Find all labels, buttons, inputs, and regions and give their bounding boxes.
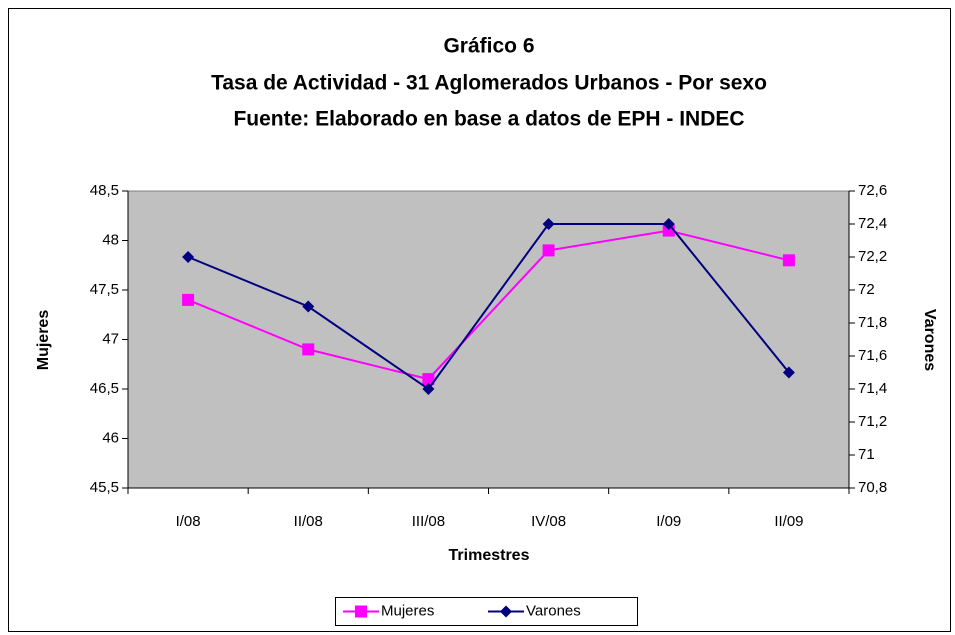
x-axis-title: Trimestres: [449, 547, 530, 564]
x-tick-label: IV/08: [531, 513, 566, 530]
marker: [182, 293, 195, 306]
y-tick-label: 48: [102, 231, 119, 248]
y-axis-title: Mujeres: [35, 310, 52, 371]
marker: [355, 605, 367, 618]
series-line: [187, 229, 790, 381]
series-line: [187, 223, 790, 391]
x-tick-label: III/08: [412, 513, 445, 530]
x-tick-label: II/09: [774, 513, 803, 530]
chart-title: Tasa de Actividad - 31 Aglomerados Urban…: [211, 72, 767, 95]
chart-title: Fuente: Elaborado en base a datos de EPH…: [233, 108, 744, 131]
marker: [782, 366, 795, 379]
y-tick-label: 46: [102, 429, 119, 446]
y2-tick-label: 71,4: [858, 380, 887, 397]
legend-label: Mujeres: [381, 602, 434, 619]
y2-tick-label: 71: [858, 446, 875, 463]
x-tick-label: II/08: [294, 513, 323, 530]
chart-title: Gráfico 6: [443, 35, 534, 58]
y2-tick-label: 71,8: [858, 314, 887, 331]
y2-tick-label: 72,6: [858, 182, 887, 199]
y-tick-label: 48,5: [90, 182, 119, 199]
x-tick-label: I/09: [656, 513, 681, 530]
y-tick-label: 47,5: [90, 281, 119, 298]
y2-axis-title: Varones: [921, 309, 938, 371]
marker: [302, 343, 315, 356]
y2-tick-label: 72,4: [858, 215, 887, 232]
marker: [782, 254, 795, 267]
marker: [542, 244, 555, 257]
y2-tick-label: 72: [858, 281, 875, 298]
x-tick-label: I/08: [176, 513, 201, 530]
y2-tick-label: 72,2: [858, 248, 887, 265]
marker: [422, 373, 435, 386]
y2-tick-label: 71,2: [858, 413, 887, 430]
y2-tick-label: 70,8: [858, 479, 887, 496]
y-tick-label: 46,5: [90, 380, 119, 397]
marker: [542, 218, 555, 230]
legend: [335, 597, 638, 626]
marker: [422, 383, 435, 395]
y2-tick-label: 71,6: [858, 347, 887, 364]
marker: [500, 605, 512, 618]
marker: [662, 218, 675, 230]
legend-label: Varones: [526, 602, 581, 619]
plot-area: [127, 190, 850, 489]
y-tick-label: 47: [102, 330, 119, 347]
marker: [182, 251, 195, 263]
y-tick-label: 45,5: [90, 479, 119, 496]
marker: [302, 300, 315, 313]
